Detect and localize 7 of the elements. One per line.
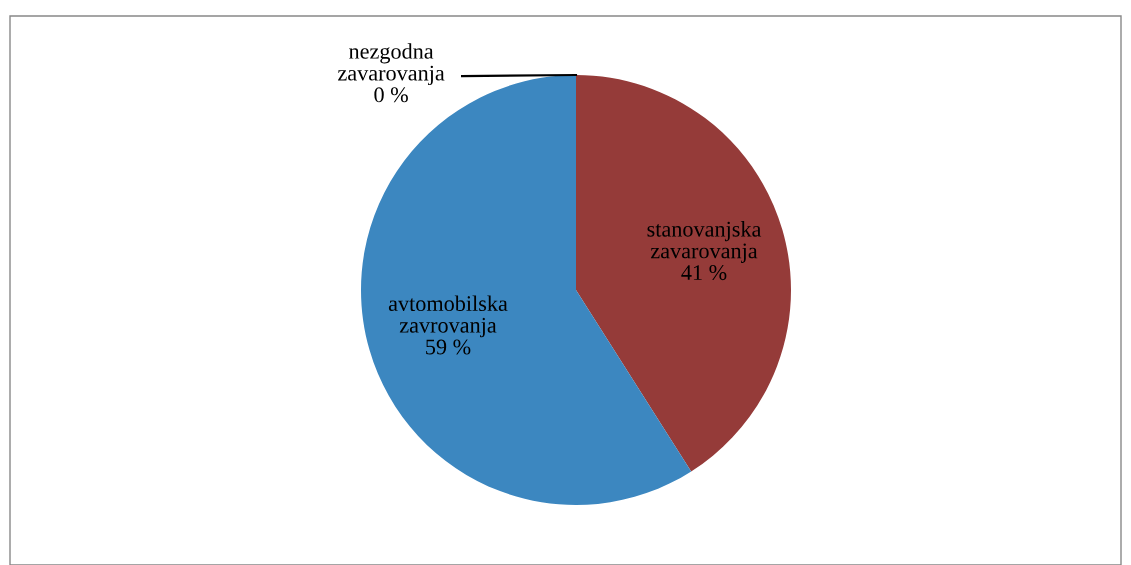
text: 0 % — [374, 87, 408, 103]
data-label: 59 % — [426, 339, 471, 355]
data-label: 41 % — [681, 265, 727, 281]
slice-label: stanovanjska zavarovanja — [647, 221, 762, 263]
category-label: nezgodna zavarovanja — [338, 43, 445, 86]
pie-slice — [576, 75, 791, 472]
slice-label: avtomobilska zavrovanja — [388, 295, 508, 338]
